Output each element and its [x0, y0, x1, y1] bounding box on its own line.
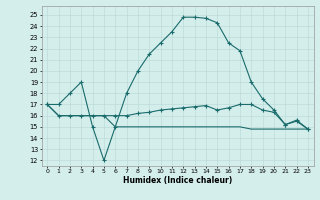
X-axis label: Humidex (Indice chaleur): Humidex (Indice chaleur)	[123, 176, 232, 185]
